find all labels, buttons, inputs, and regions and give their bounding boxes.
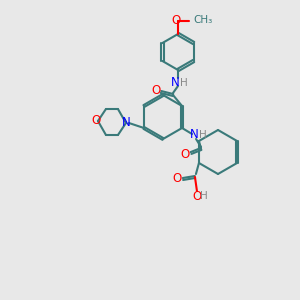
- Text: O: O: [152, 85, 160, 98]
- Text: H: H: [199, 130, 207, 140]
- Text: N: N: [122, 116, 130, 130]
- Text: O: O: [171, 14, 181, 28]
- Text: N: N: [171, 76, 179, 89]
- Text: O: O: [91, 115, 101, 128]
- Text: O: O: [180, 148, 190, 160]
- Text: N: N: [190, 128, 198, 142]
- Text: O: O: [172, 172, 182, 185]
- Text: H: H: [180, 78, 188, 88]
- Text: CH₃: CH₃: [193, 15, 212, 25]
- Text: O: O: [192, 190, 202, 202]
- Text: H: H: [200, 191, 208, 201]
